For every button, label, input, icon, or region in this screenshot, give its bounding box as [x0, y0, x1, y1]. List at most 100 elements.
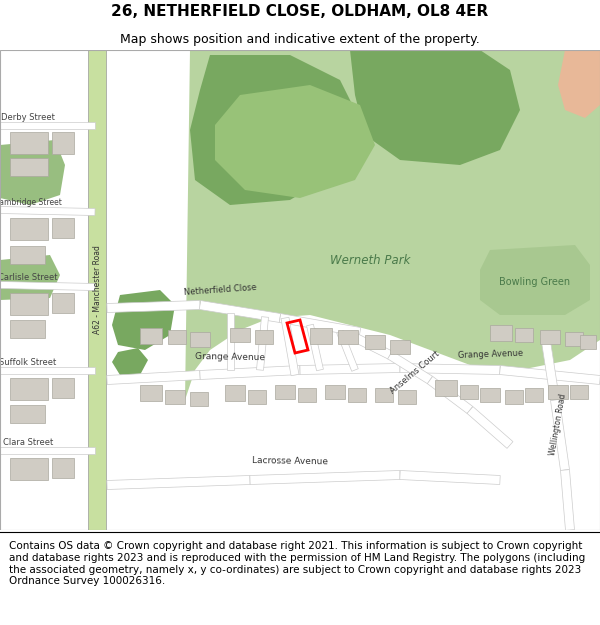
- Bar: [190, 332, 210, 347]
- Polygon shape: [0, 255, 60, 300]
- Text: Contains OS data © Crown copyright and database right 2021. This information is : Contains OS data © Crown copyright and d…: [9, 541, 585, 586]
- Text: Werneth Park: Werneth Park: [330, 254, 410, 266]
- Polygon shape: [300, 364, 400, 374]
- Polygon shape: [467, 407, 513, 448]
- Bar: [505, 390, 523, 404]
- Bar: [540, 330, 560, 344]
- Polygon shape: [0, 206, 95, 216]
- Bar: [52, 218, 74, 238]
- Bar: [490, 325, 512, 341]
- Bar: [10, 246, 45, 264]
- Bar: [10, 158, 48, 176]
- Polygon shape: [190, 55, 360, 205]
- Bar: [225, 385, 245, 401]
- Polygon shape: [250, 471, 400, 484]
- Text: 26, NETHERFIELD CLOSE, OLDHAM, OL8 4ER: 26, NETHERFIELD CLOSE, OLDHAM, OL8 4ER: [112, 4, 488, 19]
- Polygon shape: [307, 324, 323, 371]
- Bar: [365, 335, 385, 349]
- Polygon shape: [107, 301, 200, 312]
- Polygon shape: [350, 50, 520, 165]
- Text: A62 - Manchester Road: A62 - Manchester Road: [92, 246, 101, 334]
- Bar: [375, 388, 393, 402]
- Text: Netherfield Close: Netherfield Close: [183, 283, 257, 297]
- Bar: [310, 328, 332, 344]
- Text: Clara Street: Clara Street: [3, 438, 53, 447]
- Bar: [168, 330, 186, 344]
- Bar: [325, 385, 345, 399]
- Bar: [10, 405, 45, 423]
- Polygon shape: [400, 471, 500, 484]
- Polygon shape: [558, 50, 600, 118]
- Polygon shape: [281, 318, 299, 376]
- Polygon shape: [112, 348, 148, 375]
- Bar: [570, 385, 588, 399]
- Polygon shape: [107, 476, 250, 489]
- Bar: [10, 378, 48, 400]
- Bar: [10, 218, 48, 240]
- Bar: [190, 392, 208, 406]
- Polygon shape: [279, 314, 361, 336]
- Bar: [165, 390, 185, 404]
- Polygon shape: [541, 334, 559, 401]
- Bar: [52, 132, 74, 154]
- Bar: [398, 390, 416, 404]
- Bar: [10, 293, 48, 315]
- Bar: [52, 378, 74, 398]
- Bar: [140, 385, 162, 401]
- Polygon shape: [500, 366, 600, 384]
- Polygon shape: [480, 245, 590, 315]
- Text: Anselms Court: Anselms Court: [389, 349, 442, 395]
- Text: Grange Avenue: Grange Avenue: [195, 352, 265, 362]
- Bar: [52, 293, 74, 313]
- Polygon shape: [0, 121, 95, 129]
- Polygon shape: [257, 317, 268, 371]
- Polygon shape: [107, 371, 200, 384]
- Bar: [348, 388, 366, 402]
- Bar: [435, 380, 457, 396]
- Polygon shape: [185, 50, 600, 400]
- Text: Grange Avenue: Grange Avenue: [457, 349, 523, 360]
- Text: Cambridge Street: Cambridge Street: [0, 198, 62, 207]
- Bar: [10, 132, 48, 154]
- Polygon shape: [199, 301, 281, 322]
- Polygon shape: [0, 366, 95, 374]
- Polygon shape: [227, 313, 233, 370]
- Bar: [10, 458, 48, 480]
- Bar: [480, 388, 500, 402]
- Polygon shape: [0, 281, 95, 291]
- Text: Carlisle Street: Carlisle Street: [0, 273, 58, 282]
- Text: Bowling Green: Bowling Green: [499, 277, 571, 287]
- Polygon shape: [427, 376, 473, 414]
- Text: Derby Street: Derby Street: [1, 113, 55, 122]
- Bar: [52, 458, 74, 478]
- Text: Wellington Road: Wellington Road: [548, 394, 568, 456]
- Bar: [390, 340, 410, 354]
- Bar: [10, 320, 45, 338]
- Bar: [255, 330, 273, 344]
- Polygon shape: [560, 469, 574, 531]
- Polygon shape: [348, 331, 392, 359]
- Polygon shape: [337, 331, 358, 371]
- Text: Lacrosse Avenue: Lacrosse Avenue: [252, 456, 328, 466]
- Bar: [548, 385, 568, 399]
- Bar: [460, 385, 478, 399]
- Polygon shape: [551, 399, 569, 471]
- Polygon shape: [400, 364, 500, 374]
- Bar: [248, 390, 266, 404]
- Polygon shape: [0, 446, 95, 454]
- Polygon shape: [215, 85, 375, 198]
- Bar: [565, 332, 583, 346]
- Text: Suffolk Street: Suffolk Street: [0, 358, 56, 367]
- Bar: [580, 335, 596, 349]
- Bar: [275, 385, 295, 399]
- Polygon shape: [0, 140, 65, 205]
- Bar: [298, 388, 316, 402]
- Bar: [140, 328, 162, 344]
- Polygon shape: [112, 290, 175, 350]
- Bar: [230, 328, 250, 342]
- Polygon shape: [200, 366, 300, 379]
- Bar: [525, 388, 543, 402]
- Text: Map shows position and indicative extent of the property.: Map shows position and indicative extent…: [120, 32, 480, 46]
- Polygon shape: [88, 50, 106, 530]
- Bar: [338, 330, 358, 344]
